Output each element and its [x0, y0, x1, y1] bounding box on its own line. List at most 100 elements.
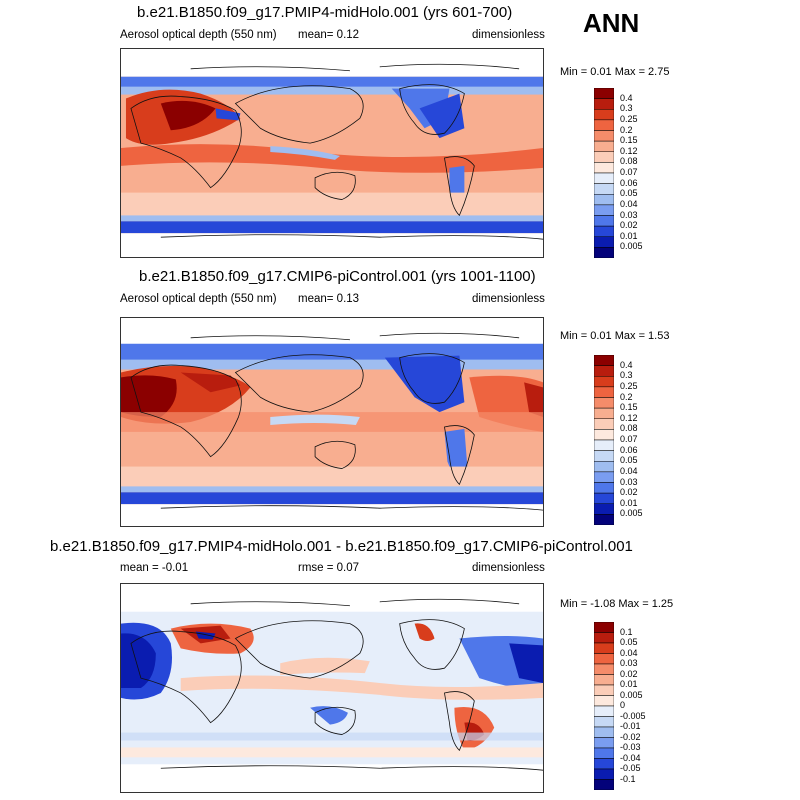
colorbar-swatch: [594, 140, 614, 152]
colorbar-swatch: [594, 162, 614, 174]
colorbar-swatch: [594, 98, 614, 110]
colorbar-tick-label: 0.02: [620, 487, 638, 498]
colorbar-tick-label: 0.07: [620, 167, 638, 177]
panel-2-colorbar: [594, 355, 614, 525]
colorbar-tick-label: 0.4: [620, 359, 633, 370]
colorbar-swatch: [594, 365, 614, 377]
colorbar-swatch: [594, 355, 614, 366]
panel-2-left-label: Aerosol optical depth (550 nm): [120, 293, 277, 305]
colorbar-tick-label: 0.06: [620, 177, 638, 188]
panel-3-mean-label: mean = -0.01: [120, 562, 189, 574]
colorbar-tick-label: 0.05: [620, 637, 638, 647]
colorbar-swatch: [594, 109, 614, 121]
colorbar-tick-label: -0.1: [620, 773, 636, 784]
colorbar-swatch: [594, 684, 614, 696]
colorbar-tick-label: 0.07: [620, 434, 638, 444]
colorbar-tick-label: 0.12: [620, 412, 638, 423]
panel-2-minmax: Min = 0.01 Max = 1.53: [560, 330, 670, 342]
colorbar-swatch: [594, 386, 614, 398]
colorbar-tick-label: 0.3: [620, 370, 633, 381]
panel-1-colorbar-labels: 0.4 0.3 0.25 0.2 0.15 0.12 0.08 0.07 0.06 0.05 0.0…: [620, 88, 680, 258]
colorbar-tick-label: 0.005: [620, 508, 643, 519]
colorbar-swatch: [594, 747, 614, 759]
panel-1-units-label: dimensionless: [472, 29, 545, 41]
colorbar-swatch: [594, 439, 614, 451]
colorbar-swatch: [594, 492, 614, 504]
colorbar-tick-label: 0.03: [620, 658, 638, 668]
colorbar-tick-label: 0.03: [620, 209, 638, 220]
colorbar-tick-label: 0.005: [620, 241, 643, 252]
colorbar-swatch: [594, 737, 614, 749]
colorbar-tick-label: 0.05: [620, 188, 638, 199]
panel-3-colorbar: [594, 622, 614, 790]
colorbar-swatch: [594, 632, 614, 644]
panel-1-colorbar: [594, 88, 614, 258]
colorbar-swatch: [594, 418, 614, 430]
season-label: ANN: [583, 8, 640, 38]
colorbar-swatch: [594, 225, 614, 237]
colorbar-tick-label: 0.01: [620, 679, 638, 689]
colorbar-tick-label: 0.3: [620, 103, 633, 114]
panel-3-colorbar-labels: 0.1 0.05 0.04 0.03 0.02 0.01 0.005 0 -0.005 -0.01…: [620, 622, 680, 790]
panel-1-map: [120, 48, 544, 258]
colorbar-tick-label: 0.2: [620, 124, 633, 135]
colorbar-swatch: [594, 88, 614, 99]
colorbar-tick-label: 0.01: [620, 230, 638, 241]
colorbar-swatch: [594, 726, 614, 738]
colorbar-tick-label: -0.05: [620, 763, 641, 773]
colorbar-tick-label: 0.1: [620, 626, 633, 637]
panel-3-minmax: Min = -1.08 Max = 1.25: [560, 598, 674, 610]
colorbar-tick-label: 0.04: [620, 465, 638, 476]
colorbar-tick-label: 0.08: [620, 156, 638, 167]
panel-3-units-label: dimensionless: [472, 562, 545, 574]
colorbar-swatch: [594, 716, 614, 728]
colorbar-swatch: [594, 397, 614, 409]
panel-1-minmax: Min = 0.01 Max = 2.75: [560, 66, 670, 78]
colorbar-swatch: [594, 768, 614, 780]
colorbar-swatch: [594, 642, 614, 654]
colorbar-swatch: [594, 779, 614, 790]
colorbar-swatch: [594, 705, 614, 717]
panel-2-map: [120, 317, 544, 527]
colorbar-tick-label: 0: [620, 700, 626, 710]
colorbar-swatch: [594, 376, 614, 388]
colorbar-tick-label: 0.02: [620, 220, 638, 231]
colorbar-tick-label: 0.005: [620, 689, 643, 700]
colorbar-tick-label: 0.25: [620, 380, 638, 391]
colorbar-swatch: [594, 215, 614, 227]
colorbar-tick-label: 0.4: [620, 92, 633, 103]
colorbar-tick-label: 0.04: [620, 198, 638, 209]
colorbar-tick-label: 0.15: [620, 135, 638, 146]
colorbar-swatch: [594, 461, 614, 473]
panel-3-rmse-label: rmse = 0.07: [298, 562, 360, 574]
colorbar-swatch: [594, 653, 614, 665]
colorbar-tick-label: 0.04: [620, 647, 638, 658]
panel-2-title: b.e21.B1850.f09_g17.CMIP6-piControl.001 …: [139, 268, 536, 285]
colorbar-swatch: [594, 695, 614, 707]
colorbar-swatch: [594, 151, 614, 163]
colorbar-tick-label: 0.15: [620, 402, 638, 413]
colorbar-swatch: [594, 758, 614, 770]
colorbar-tick-label: 0.03: [620, 476, 638, 487]
colorbar-tick-label: 0.02: [620, 668, 638, 679]
colorbar-swatch: [594, 482, 614, 494]
panel-1-left-label: Aerosol optical depth (550 nm): [120, 29, 277, 41]
panel-1-title: b.e21.B1850.f09_g17.PMIP4-midHolo.001 (y…: [137, 4, 513, 21]
colorbar-tick-label: -0.005: [620, 710, 646, 721]
panel-3-title: b.e21.B1850.f09_g17.PMIP4-midHolo.001 - …: [50, 538, 633, 555]
colorbar-tick-label: -0.02: [620, 731, 641, 742]
colorbar-swatch: [594, 130, 614, 142]
panel-2-mean-label: mean= 0.13: [298, 293, 360, 305]
colorbar-swatch: [594, 429, 614, 441]
colorbar-swatch: [594, 172, 614, 184]
panel-2-units-label: dimensionless: [472, 293, 545, 305]
colorbar-swatch: [594, 674, 614, 686]
colorbar-tick-label: 0.12: [620, 145, 638, 156]
colorbar-swatch: [594, 514, 614, 525]
colorbar-swatch: [594, 622, 614, 633]
colorbar-tick-label: -0.04: [620, 752, 641, 763]
colorbar-tick-label: 0.05: [620, 455, 638, 466]
colorbar-tick-label: 0.25: [620, 113, 638, 124]
colorbar-swatch: [594, 119, 614, 131]
colorbar-swatch: [594, 407, 614, 419]
